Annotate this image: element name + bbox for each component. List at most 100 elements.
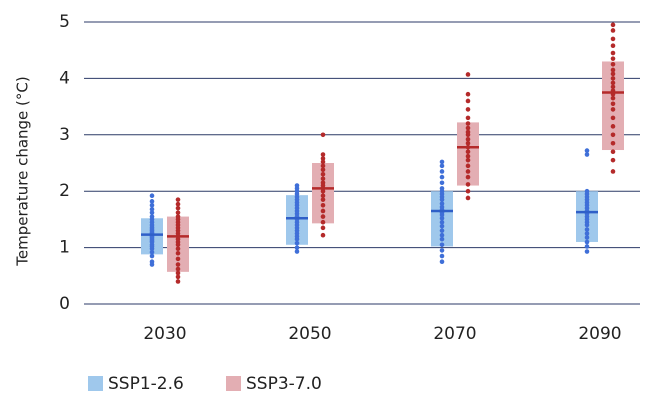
data-point: [320, 219, 326, 225]
data-point: [439, 219, 445, 225]
data-point: [149, 203, 155, 208]
data-point: [610, 84, 616, 90]
data-point: [320, 156, 326, 161]
data-point: [465, 182, 471, 187]
data-point: [320, 180, 326, 186]
data-point: [584, 227, 590, 232]
data-point: [610, 43, 616, 48]
data-point: [439, 169, 445, 174]
data-point: [175, 262, 181, 267]
data-point: [320, 197, 326, 202]
y-tick-labels: 0 1 2 3 4 5: [59, 12, 70, 314]
y-tick-label: 5: [59, 12, 70, 32]
data-point: [584, 235, 590, 240]
data-point: [294, 249, 300, 254]
data-points: [149, 22, 616, 284]
data-point: [465, 157, 471, 163]
data-point: [320, 203, 326, 208]
data-point: [439, 223, 445, 229]
data-point: [149, 206, 155, 212]
y-tick-label: 3: [59, 125, 70, 145]
data-point: [465, 129, 471, 135]
legend-swatch: [88, 376, 103, 391]
data-point: [175, 270, 181, 276]
legend-swatch: [226, 376, 241, 391]
data-point: [439, 215, 445, 221]
data-point: [175, 256, 181, 262]
data-point: [320, 232, 326, 238]
data-point: [584, 148, 590, 153]
data-point: [175, 210, 181, 215]
range-boxes: [141, 61, 624, 272]
data-point: [610, 157, 616, 163]
data-point: [320, 132, 326, 138]
data-point: [465, 153, 471, 159]
data-point: [465, 169, 471, 174]
data-point: [320, 208, 326, 214]
data-point: [149, 210, 155, 215]
legend-label: SSP3-7.0: [246, 374, 322, 394]
data-point: [149, 259, 155, 265]
data-point: [320, 152, 326, 157]
data-point: [439, 242, 445, 248]
data-point: [610, 56, 616, 61]
data-point: [175, 205, 181, 211]
x-tick-label: 2090: [578, 324, 621, 344]
data-point: [439, 253, 445, 259]
data-point: [439, 186, 445, 191]
data-point: [320, 176, 326, 182]
data-point: [610, 36, 616, 42]
data-point: [465, 91, 471, 97]
data-point: [584, 231, 590, 236]
data-point: [465, 125, 471, 131]
data-point: [465, 107, 471, 112]
data-point: [175, 274, 181, 280]
legend: SSP1-2.6 SSP3-7.0: [88, 374, 322, 394]
data-point: [294, 240, 300, 246]
data-point: [439, 180, 445, 186]
data-point: [610, 22, 616, 28]
y-tick-label: 1: [59, 238, 70, 258]
data-point: [175, 246, 181, 252]
data-point: [610, 67, 616, 73]
data-point: [465, 98, 471, 104]
data-point: [320, 171, 326, 177]
data-point: [584, 152, 590, 157]
data-point: [320, 159, 326, 165]
data-point: [320, 214, 326, 219]
data-point: [149, 253, 155, 259]
data-point: [439, 248, 445, 253]
data-point: [610, 169, 616, 174]
median-lines: [141, 91, 624, 238]
x-tick-label: 2030: [143, 324, 186, 344]
y-axis-label: Temperature change (°C): [14, 76, 32, 266]
legend-label: SSP1-2.6: [108, 374, 184, 394]
data-point: [149, 249, 155, 255]
data-point: [610, 80, 616, 86]
y-tick-label: 0: [59, 294, 70, 314]
x-tick-label: 2070: [433, 324, 476, 344]
data-point: [610, 132, 616, 138]
data-point: [465, 137, 471, 142]
data-point: [465, 195, 471, 201]
data-point: [149, 199, 155, 204]
data-point: [610, 62, 616, 67]
data-point: [320, 163, 326, 169]
data-point: [320, 167, 326, 173]
data-point: [175, 266, 181, 272]
data-point: [610, 124, 616, 129]
data-point: [439, 228, 445, 233]
data-point: [584, 249, 590, 254]
y-tick-label: 4: [59, 68, 70, 88]
data-point: [610, 95, 616, 101]
data-point: [584, 188, 590, 194]
data-point: [584, 239, 590, 245]
data-point: [465, 115, 471, 121]
data-point: [175, 214, 181, 219]
data-point: [149, 193, 155, 199]
data-point: [320, 225, 326, 231]
data-point: [320, 193, 326, 199]
data-point: [610, 107, 616, 112]
data-point: [439, 174, 445, 180]
